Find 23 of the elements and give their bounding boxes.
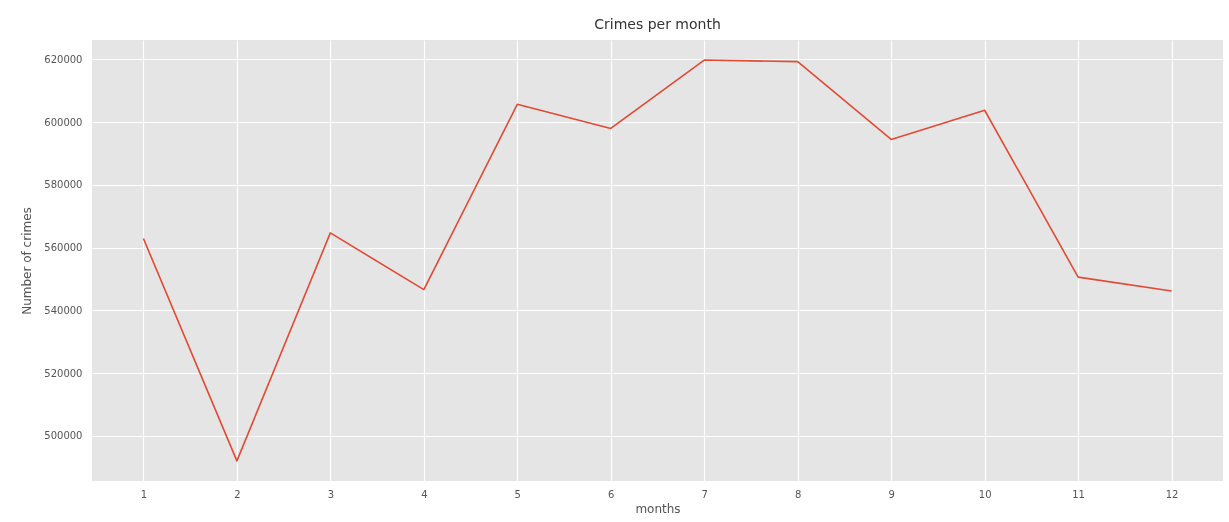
y-tick-label: 540000 <box>44 304 83 316</box>
x-tick-label: 3 <box>327 488 335 500</box>
x-tick-label: 5 <box>514 488 521 500</box>
y-axis-title: Number of crimes <box>20 207 35 315</box>
x-tick-label: 1 <box>140 488 148 500</box>
x-tick-label: 8 <box>795 488 802 500</box>
chart-title: Crimes per month <box>594 16 721 32</box>
y-tick-label: 620000 <box>44 53 83 65</box>
x-tick-label: 9 <box>888 488 895 500</box>
x-tick-label: 4 <box>421 488 428 500</box>
y-tick-label: 600000 <box>44 116 83 128</box>
x-axis-title: months <box>635 501 681 516</box>
x-tick-label: 11 <box>1072 488 1085 500</box>
y-tick-label: 500000 <box>44 430 83 442</box>
line-series <box>142 59 1173 462</box>
x-tick-label: 7 <box>701 488 708 500</box>
x-tick-label: 2 <box>234 488 241 500</box>
x-tick-label: 6 <box>608 488 615 500</box>
x-tick-label: 12 <box>1165 488 1179 500</box>
y-tick-label: 560000 <box>44 242 83 254</box>
y-tick-label: 580000 <box>44 179 83 191</box>
x-tick-label: 10 <box>978 488 992 500</box>
y-tick-label: 520000 <box>44 367 83 379</box>
